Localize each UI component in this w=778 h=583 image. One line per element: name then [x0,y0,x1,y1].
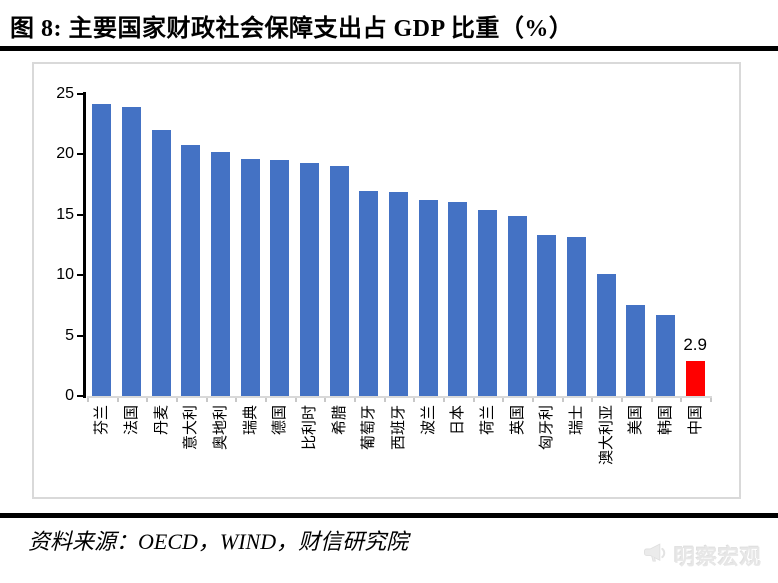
x-axis-label-text: 韩国 [657,405,674,436]
bar-瑞士 [567,236,586,396]
x-axis-label-text: 波兰 [419,405,437,436]
bar-西班牙 [389,191,408,396]
x-axis-tick [146,398,149,402]
x-axis-label-text: 意大利 [182,405,200,451]
bar-荷兰 [478,209,497,396]
x-axis-tick [650,398,653,402]
x-axis-tick [561,398,564,402]
x-axis-label-text: 法国 [123,405,140,436]
title-divider-rule [0,46,778,51]
bar-比利时 [300,162,319,396]
x-axis-tick [680,398,683,402]
chart-panel: 0 5 10 15 20 25 芬兰 法国 丹麦 意大利 奥地利 瑞典 德国 比利时 希腊 葡萄牙 西班牙 波兰日… [32,62,741,499]
x-axis-label-text: 英国 [508,405,526,436]
bar-韩国 [656,315,675,396]
x-axis-label-text: 西班牙 [390,405,407,451]
bar-奥地利 [211,151,230,396]
x-axis-tick [116,398,119,402]
x-axis-tick [205,398,208,402]
y-axis-tick-label: 15 [56,205,74,223]
x-axis-tick [383,398,386,402]
x-axis-tick [621,398,623,402]
x-axis-label-text: 澳大利亚 [597,405,615,466]
x-axis-label-text: 丹麦 [152,405,170,436]
x-axis-label-text: 德国 [271,405,289,436]
x-axis-label-text: 美国 [627,405,645,436]
bar-希腊 [329,166,349,396]
bar-瑞典 [240,159,260,396]
x-axis-label-text: 日本 [449,405,467,436]
source-note: 资料来源：OECD，WIND，财信研究院 [28,529,409,554]
y-axis-tick [77,395,84,397]
bar-中国 [685,360,705,396]
x-axis-tick [354,398,356,402]
y-axis-tick [77,334,84,337]
x-axis-tick [235,398,238,402]
chart-title: 图 8: 主要国家财政社会保障支出占 GDP 比重（%） [10,16,574,42]
bar-德国 [270,160,290,396]
x-axis-label-text: 瑞士 [568,405,585,436]
x-axis-tick [324,398,327,402]
x-axis-label-text: 芬兰 [93,405,111,436]
footer-divider-rule [0,513,778,518]
y-axis-tick-label: 20 [56,145,74,163]
watermark-logo: 明察宏观 [642,540,762,571]
bar-意大利 [181,144,201,396]
x-axis-label-text: 匈牙利 [538,405,556,451]
x-axis-tick [710,398,712,402]
x-axis-label-text: 葡萄牙 [360,405,378,451]
x-axis-tick [87,398,89,402]
bar-value-label: 2.9 [683,334,707,354]
bar-葡萄牙 [359,190,379,396]
bar-澳大利亚 [596,273,616,396]
bar-日本 [448,201,468,396]
y-axis-tick-label: 10 [56,266,74,284]
bar-丹麦 [151,130,171,396]
x-axis-tick [443,398,445,402]
y-axis-tick-label: 25 [56,85,74,102]
x-axis-tick [176,398,178,402]
y-axis-line [83,92,86,398]
y-axis-tick-label: 5 [65,326,74,344]
y-axis-tick [77,153,84,156]
y-axis-tick [77,93,84,95]
x-axis-tick [413,398,416,402]
y-axis-tick-label: 0 [65,387,74,404]
x-axis-label-text: 比利时 [301,405,318,451]
x-axis-label-text: 荷兰 [479,405,496,436]
watermark-label: 明察宏观 [674,545,762,569]
bar-英国 [507,216,527,396]
bar-波兰 [418,200,438,396]
x-axis-label-text: 希腊 [330,405,348,436]
x-axis-tick [502,398,505,402]
x-axis-tick [472,398,475,402]
chart-plot-area: 0 5 10 15 20 25 芬兰 法国 丹麦 意大利 奥地利 瑞典 德国 比利时 希腊 葡萄牙 西班牙 波兰日… [34,64,739,497]
x-axis-line [87,396,712,398]
bar-匈牙利 [537,235,557,396]
x-axis-label-text: 瑞典 [241,405,259,436]
x-axis-label-text: 奥地利 [212,405,229,451]
x-axis-label-text: 中国 [686,405,704,436]
megaphone-icon [642,540,668,571]
x-axis-tick [265,398,267,402]
y-axis-tick [77,274,84,277]
y-axis-tick [77,213,84,216]
bar-法国 [122,107,141,396]
x-axis-tick [532,398,534,402]
bar-美国 [626,305,646,396]
x-axis-tick [591,398,594,402]
bar-芬兰 [92,103,112,396]
x-axis-tick [294,398,297,402]
